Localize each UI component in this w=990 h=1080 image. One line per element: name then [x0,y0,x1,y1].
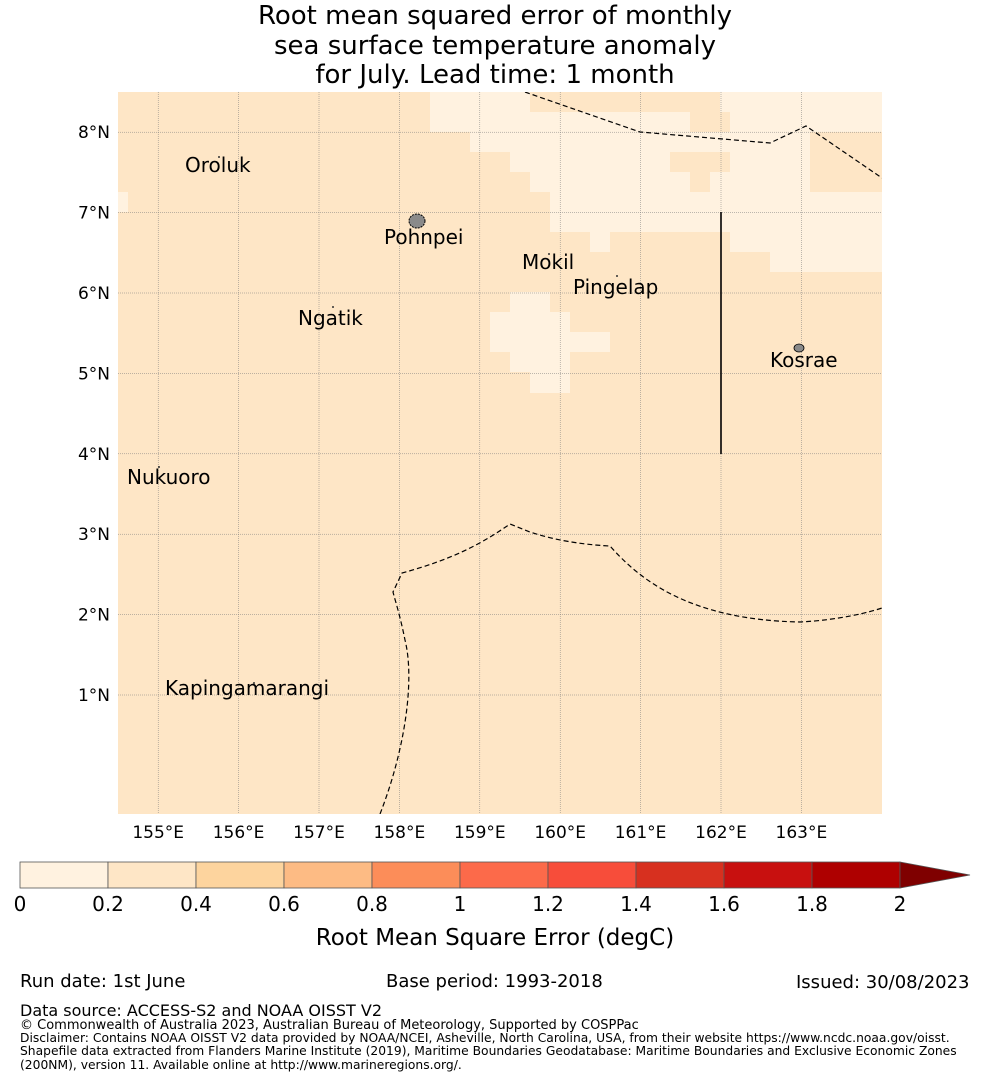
atoll-marker [616,275,618,277]
colorbar-extend-arrow [899,861,971,889]
longitude-tick-label: 158°E [374,823,426,843]
longitude-labels: 155°E 156°E 157°E 158°E 159°E 160°E 161°E 162°E… [132,823,827,843]
base-period: Base period: 1993-2018 [386,971,603,992]
place-label-nukuoro: Nukuoro [127,465,211,489]
atoll-marker [158,466,160,468]
moderate-error-cell [530,92,720,112]
atoll-marker [548,253,550,255]
longitude-tick-label: 163°E [776,823,828,843]
kosrae-island-shape [793,343,805,353]
colorbar-tick-label: 0 [14,892,27,916]
low-error-region [118,192,128,212]
colorbar-tick-label: 0.4 [180,892,212,916]
title-line-3: for July. Lead time: 1 month [315,60,675,90]
colorbar: 0 0.2 0.4 0.6 0.8 1 1.2 1.4 1.6 1.8 2 [14,861,971,916]
latitude-tick-label: 7°N [78,204,110,224]
colorbar-tick-label: 1.6 [708,892,740,916]
colorbar-segment [371,861,461,889]
longitude-tick-label: 156°E [213,823,265,843]
colorbar-label: Root Mean Square Error (degC) [316,925,674,951]
latitude-tick-label: 3°N [78,525,110,545]
copyright: © Commonwealth of Australia 2023, Austra… [20,1018,639,1033]
place-label-kosrae: Kosrae [770,348,838,372]
longitude-tick-label: 160°E [534,823,586,843]
colorbar-segment [19,861,109,889]
colorbar-tick-label: 1 [454,892,467,916]
atoll-marker [253,682,255,684]
disclaimer-line-3: (200NM), version 11. Available online at… [20,1058,462,1072]
latitude-tick-label: 4°N [78,445,110,465]
title-line-1: Root mean squared error of monthly [257,1,733,31]
low-error-region [490,292,610,393]
colorbar-segment [195,861,285,889]
latitude-tick-label: 6°N [78,284,110,304]
colorbar-tick-label: 1.4 [620,892,652,916]
place-label-pohnpei: Pohnpei [384,225,464,249]
colorbar-tick-label: 0.6 [268,892,300,916]
longitude-tick-label: 161°E [615,823,667,843]
disclaimer-line-2: Shapefile data extracted from Flanders M… [20,1044,957,1058]
moderate-error-cell [690,112,730,132]
latitude-tick-label: 2°N [78,606,110,626]
longitude-tick-label: 162°E [695,823,747,843]
moderate-error-cell [670,152,730,172]
title-line-2: sea surface temperature anomaly [274,30,716,61]
latitude-tick-label: 8°N [78,123,110,143]
colorbar-tick-label: 2 [894,892,907,916]
latitude-labels: 8°N 7°N 6°N 5°N 4°N 3°N 2°N 1°N [78,123,110,706]
colorbar-segment [635,861,725,889]
latitude-tick-label: 5°N [78,364,110,384]
place-label-ngatik: Ngatik [298,306,363,330]
place-label-pingelap: Pingelap [573,275,658,299]
moderate-error-cell [690,172,710,192]
low-error-region [430,92,882,272]
colorbar-segment [811,861,901,889]
colorbar-tick-label: 0.2 [92,892,124,916]
issued-date: Issued: 30/08/2023 [796,972,970,993]
colorbar-segment [107,861,197,889]
place-label-oroluk: Oroluk [185,153,251,177]
colorbar-segment [459,861,549,889]
atoll-marker [332,306,334,308]
colorbar-segment [547,861,637,889]
disclaimer-line-1: Disclaimer: Contains NOAA OISST V2 data … [20,1031,950,1045]
moderate-error-cell [810,132,882,192]
colorbar-tick-label: 0.8 [356,892,388,916]
eez-boundary-line [379,523,882,814]
pohnpei-island-shape [408,213,426,229]
colorbar-tick-label: 1.8 [796,892,828,916]
colorbar-segment [283,861,373,889]
colorbar-segment [723,861,813,889]
eez-boundary-line [524,92,882,179]
longitude-tick-label: 159°E [454,823,506,843]
longitude-tick-label: 157°E [293,823,345,843]
run-date: Run date: 1st June [20,971,186,992]
atoll-marker [218,156,220,158]
place-label-mokil: Mokil [522,250,574,274]
colorbar-tick-label: 1.2 [532,892,564,916]
latitude-tick-label: 1°N [78,686,110,706]
place-label-kapingamarangi: Kapingamarangi [165,676,329,700]
longitude-tick-label: 155°E [132,823,184,843]
chart-title: Root mean squared error of monthly sea s… [0,1,990,91]
data-source: Data source: ACCESS-S2 and NOAA OISST V2 [20,1001,383,1020]
